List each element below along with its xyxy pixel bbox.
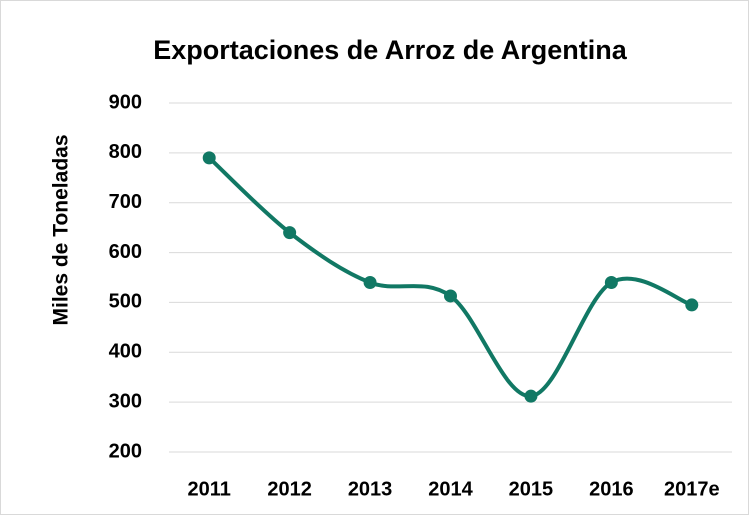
y-tick-label: 400 <box>109 341 142 363</box>
marker <box>444 289 457 303</box>
marker <box>202 151 216 165</box>
y-tick-label: 500 <box>109 291 142 313</box>
x-tick-label: 2011 <box>188 478 231 500</box>
y-tick-label: 800 <box>109 141 142 163</box>
marker <box>283 226 297 240</box>
y-tick-label: 600 <box>109 241 142 263</box>
y-tick-label: 900 <box>109 91 142 113</box>
marker <box>524 389 538 403</box>
x-tick-label: 2016 <box>589 478 634 500</box>
marker <box>604 275 618 289</box>
x-tick-label: 2017e <box>664 478 720 500</box>
marker <box>685 298 699 312</box>
x-tick-label: 2015 <box>509 478 554 500</box>
marker <box>363 275 377 289</box>
y-tick-label: 300 <box>109 390 142 412</box>
y-tick-label: 700 <box>109 191 142 213</box>
y-axis-label: Miles de Toneladas <box>50 135 73 326</box>
x-tick-label: 2012 <box>267 478 312 500</box>
y-tick-label: 200 <box>109 440 142 462</box>
chart-title: Exportaciones de Arroz de Argentina <box>153 35 628 65</box>
x-tick-label: 2013 <box>348 478 393 500</box>
x-tick-label: 2014 <box>428 478 473 500</box>
